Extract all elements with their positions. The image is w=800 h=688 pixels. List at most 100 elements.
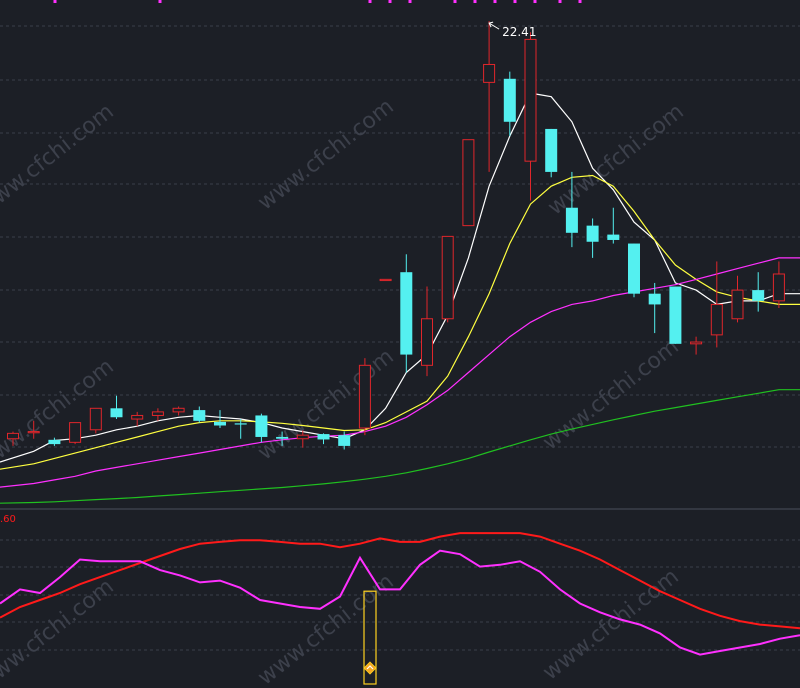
candle-body [214,421,226,426]
candles [7,21,785,450]
candle [110,395,123,420]
candle [607,207,620,244]
top-marker [578,0,582,3]
candle-body [89,407,102,431]
candle-body [110,408,123,418]
candle [296,430,309,448]
candle-body [255,415,268,437]
candle [151,408,164,421]
candle [462,139,475,227]
candle [483,21,496,172]
candle [524,32,537,201]
candle [48,437,61,446]
top-marker [388,0,392,3]
candle [690,336,703,355]
indicator-red-line [0,532,800,630]
candle [731,275,744,323]
candle-body [48,439,61,445]
indicator-axis-label: .60 [0,514,16,525]
candle-body [172,407,185,413]
candle-body [7,432,19,440]
indicator-lines [0,532,800,656]
top-markers [53,0,582,3]
candle-body [731,289,744,320]
top-marker [368,0,372,3]
candle-body [69,422,82,443]
candle-body [151,411,164,416]
candle [586,218,599,258]
candle [131,411,144,427]
candle [338,431,351,450]
main-gridlines [0,25,800,448]
candle [421,286,433,377]
candle-body [586,225,599,242]
candle [234,419,247,439]
ma60-line [0,389,800,504]
candle [669,286,682,344]
candle-body [193,410,206,421]
top-marker [453,0,457,3]
ma5-line [0,92,800,463]
candle [358,358,371,436]
candle-body [296,434,309,440]
candle-body [628,243,640,294]
candle [89,407,102,434]
candle-body [462,139,475,227]
candle [503,71,516,137]
candle-body [421,318,433,366]
candle [7,431,19,446]
candle [400,254,413,373]
candle [710,261,723,348]
indicator-magenta-line [0,549,800,656]
candle-body [772,273,785,302]
candle [193,406,206,423]
ma20-line [0,257,800,488]
candle-body [483,63,496,83]
high-price-label: 22.41 [502,25,536,39]
signal-bar [363,590,377,685]
top-marker [533,0,537,3]
candle [545,128,558,178]
candle [379,278,392,282]
top-marker [493,0,497,3]
candle [441,235,454,323]
candle-body [400,272,413,355]
candle [628,243,640,298]
candle [27,420,40,439]
candle [214,410,226,428]
top-marker [408,0,412,3]
ma10-line [0,174,800,470]
top-marker [513,0,517,3]
candle [172,406,185,416]
annotation-arrow-head [488,21,494,28]
candle-body [441,235,454,320]
candle-body [338,435,351,446]
candle [772,261,785,309]
candle-body [276,436,289,439]
top-marker [53,0,57,3]
candle-body [669,286,682,344]
candle [255,413,268,443]
candle-body [234,423,247,425]
candle-body [607,234,620,240]
candle-body [379,278,392,282]
candle [276,431,289,446]
signal-diamond-icon [363,661,377,675]
candle-body [358,364,371,429]
top-marker [558,0,562,3]
candle-body [545,128,558,172]
candle-body [690,341,703,345]
candle-body [648,293,661,305]
candle-body [131,414,144,420]
top-marker [158,0,162,3]
candle [648,282,661,334]
candle-body [317,434,330,440]
top-marker [473,0,477,3]
candle-body [503,78,516,122]
candle-body [27,431,40,434]
candle-body [752,290,765,301]
candle-body [524,38,537,162]
